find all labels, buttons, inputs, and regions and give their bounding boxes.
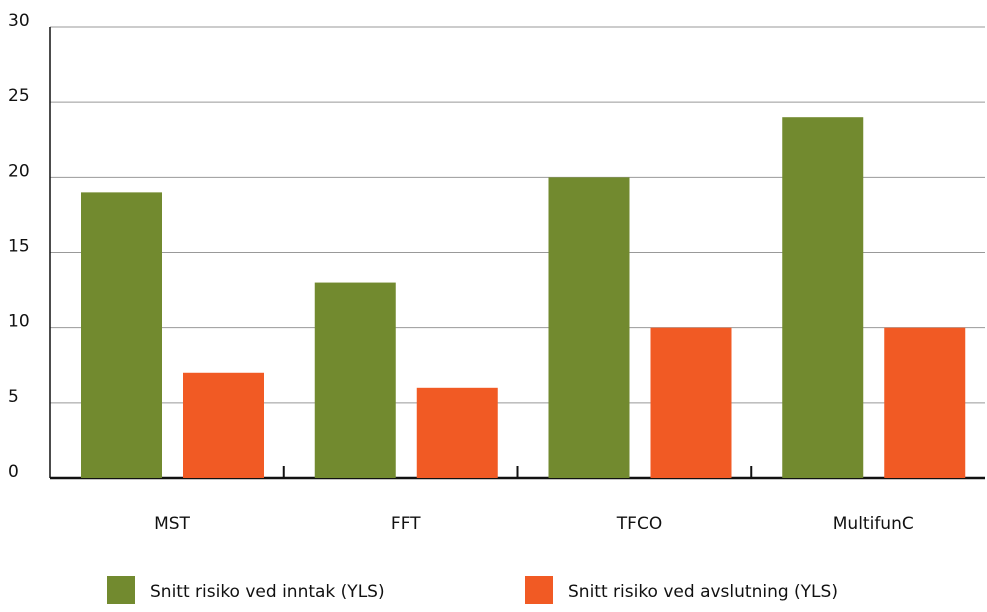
y-tick-label: 25 [8, 86, 30, 106]
legend-swatch [107, 576, 135, 604]
y-tick-label: 0 [8, 462, 19, 482]
y-tick-label: 15 [8, 237, 30, 257]
x-tick-label: MST [154, 514, 190, 534]
legend-label: Snitt risiko ved avslutning (YLS) [568, 582, 838, 602]
bar [884, 327, 966, 478]
bar [782, 117, 864, 478]
y-tick-label: 10 [8, 312, 30, 332]
y-tick-label: 30 [8, 11, 30, 31]
y-tick-label: 20 [8, 161, 30, 181]
y-tick-label: 5 [8, 387, 19, 407]
legend-swatch [525, 576, 553, 604]
bar [314, 282, 396, 478]
bar [183, 372, 264, 478]
x-tick-label: TFCO [616, 514, 662, 534]
bar [416, 387, 498, 478]
legend-label: Snitt risiko ved inntak (YLS) [150, 582, 385, 602]
bar [650, 327, 732, 478]
x-tick-label: FFT [391, 514, 421, 534]
bar [81, 192, 162, 478]
x-tick-label: MultifunC [833, 514, 914, 534]
bar [548, 177, 630, 479]
